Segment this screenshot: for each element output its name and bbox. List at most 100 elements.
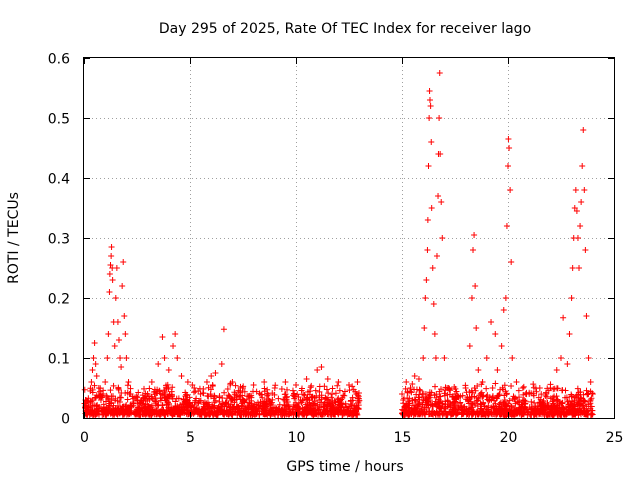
data-point [111,343,118,349]
data-point [500,386,507,393]
data-point [450,393,457,400]
data-point [295,400,302,407]
data-point [422,295,429,301]
data-point [336,387,343,394]
data-point [439,235,446,241]
axis-ticks [84,58,615,419]
data-point [273,405,280,412]
data-point [588,395,595,402]
data-point [523,391,530,398]
data-point [265,395,272,402]
data-point [290,411,297,418]
data-point [281,402,288,409]
data-point [550,386,557,393]
data-point [300,391,307,398]
data-point [506,406,513,413]
data-point [316,388,323,395]
data-point [120,403,127,410]
data-point [352,408,359,415]
data-point [163,385,170,392]
data-point [333,406,340,413]
data-point [322,410,329,417]
data-point [91,395,98,402]
data-point [542,389,549,396]
data-point [469,408,476,415]
grid-lines [84,58,614,418]
data-point [115,385,122,392]
data-point [407,385,414,391]
data-point [437,151,444,157]
data-point [506,397,513,404]
data-point [172,331,179,337]
data-point [414,398,421,405]
data-point [238,407,245,414]
data-point [217,409,224,416]
data-point [304,404,311,411]
data-point [204,392,211,399]
data-point [118,364,125,370]
data-point [289,387,296,394]
data-point [512,408,519,415]
data-point [517,407,524,414]
data-point [252,411,259,418]
data-point [234,404,241,411]
data-point [585,401,592,408]
data-point [428,410,435,417]
data-point [434,410,441,417]
data-point [577,401,584,408]
data-point [169,384,176,391]
data-point [470,247,477,253]
data-point [105,410,112,417]
data-point [138,404,145,411]
data-point [257,398,264,405]
data-point [232,409,239,416]
data-point [153,406,160,413]
data-point [89,411,96,418]
y-tick-label: 0.4 [48,172,70,188]
data-point [179,400,186,407]
data-point [543,393,550,400]
y-tick-label: 0.3 [48,232,70,248]
data-point [224,385,231,392]
data-point [354,379,361,385]
data-point [120,259,127,265]
data-point [409,402,416,409]
data-point [426,115,433,121]
data-point [248,406,255,413]
data-point [121,313,128,319]
data-point [530,381,537,388]
data-point [538,391,545,398]
data-point [581,187,588,193]
data-point [415,409,422,416]
data-point [422,397,429,404]
data-point [232,382,239,389]
y-tick-label: 0.1 [48,352,70,368]
data-point [547,406,554,413]
data-point [492,380,499,387]
data-point [321,383,328,390]
data-point [560,314,567,321]
data-point [200,403,207,410]
data-point [432,383,439,390]
data-point [428,205,435,211]
data-point [457,399,464,406]
data-point [526,389,533,396]
data-point [334,382,341,389]
x-tick-label: 10 [288,430,306,446]
data-point [346,387,353,394]
data-point [253,405,260,412]
data-point [547,381,554,388]
data-point [430,301,437,307]
data-point [258,391,265,398]
data-point [455,404,462,411]
data-point [227,380,234,387]
data-point [406,395,413,402]
data-point [481,403,488,410]
data-point [184,401,191,408]
data-point [312,387,319,394]
data-point [568,392,575,399]
data-point [240,410,247,417]
data-point [92,361,99,367]
data-point [112,295,119,301]
data-point [474,403,481,410]
